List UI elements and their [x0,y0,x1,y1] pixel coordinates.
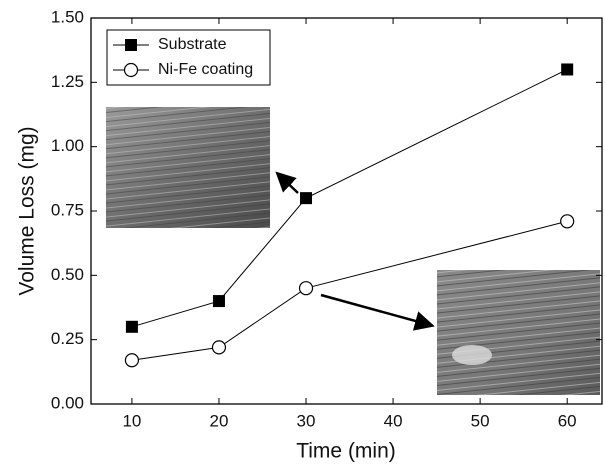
data-point [212,295,225,308]
data-point [560,214,575,229]
y-tick-label: 0.25 [51,329,84,348]
sem-particle [452,345,492,365]
inset-images [106,107,600,395]
data-point [298,281,314,296]
x-tick-label: 30 [297,411,316,430]
y-tick-label: 0.50 [51,265,84,284]
legend-label: Ni-Fe coating [158,61,253,78]
legend-marker [125,39,137,51]
sem-texture [437,270,600,395]
data-point [211,340,227,355]
y-tick-label: 1.50 [51,7,84,26]
series-line [131,220,568,361]
x-tick-label: 20 [210,411,229,430]
y-tick-label: 1.25 [51,72,84,91]
series-line [131,69,568,328]
x-tick-label: 60 [558,411,577,430]
x-tick-label: 10 [122,411,141,430]
y-axis-label: Volume Loss (mg) [16,126,39,295]
y-tick-label: 0.00 [51,393,84,412]
data-point [125,320,138,333]
y-tick-label: 1.00 [51,136,84,155]
data-point [300,192,313,205]
legend-label: Substrate [158,36,227,53]
x-tick-label: 50 [471,411,490,430]
y-tick-label: 0.75 [51,200,84,219]
arrow [275,171,299,194]
x-tick-label: 40 [384,411,403,430]
data-point [561,63,574,76]
sem-texture [106,107,270,228]
x-axis-label: Time (min) [296,440,396,463]
legend-marker [123,62,139,78]
data-point [124,353,140,368]
arrow [320,293,435,331]
